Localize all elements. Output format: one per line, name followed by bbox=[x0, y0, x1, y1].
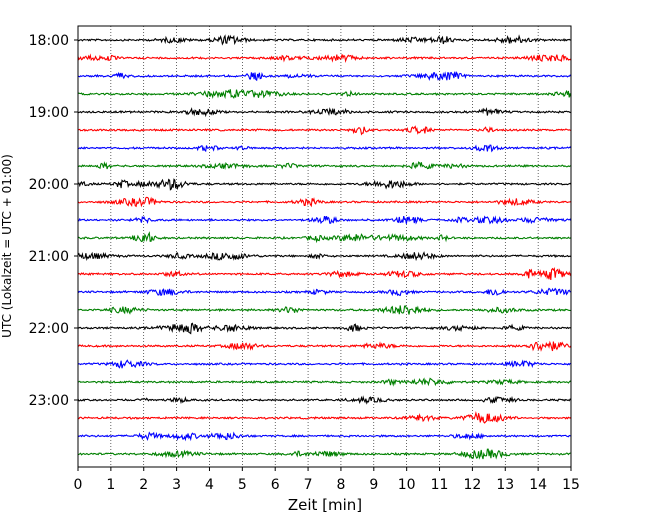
x-tick-label: 7 bbox=[304, 477, 313, 493]
trace-2100 bbox=[77, 251, 572, 262]
x-tick-label: 1 bbox=[106, 477, 115, 493]
trace-2330 bbox=[77, 431, 571, 442]
x-tick-label: 9 bbox=[369, 477, 378, 493]
y-axis-label: UTC (Lokalzeit = UTC + 01:00) bbox=[0, 154, 14, 338]
trace-1845 bbox=[77, 89, 572, 100]
x-tick-label: 11 bbox=[431, 477, 449, 493]
trace-1930 bbox=[77, 144, 572, 153]
x-tick-label: 4 bbox=[205, 477, 214, 493]
x-tick-label: 14 bbox=[529, 477, 547, 493]
x-tick-label: 5 bbox=[238, 477, 247, 493]
x-tick-label: 6 bbox=[271, 477, 280, 493]
x-tick-label: 10 bbox=[398, 477, 416, 493]
y-tick-label: 23:00 bbox=[29, 393, 69, 409]
trace-2045 bbox=[77, 231, 572, 244]
y-tick-label: 21:00 bbox=[29, 249, 69, 265]
seismogram-traces bbox=[77, 34, 572, 460]
trace-2130 bbox=[77, 287, 572, 297]
x-tick-label: 8 bbox=[336, 477, 345, 493]
trace-2115 bbox=[77, 266, 572, 280]
y-tick-label: 22:00 bbox=[29, 321, 69, 337]
trace-1800 bbox=[77, 34, 572, 46]
trace-1830 bbox=[77, 71, 572, 82]
trace-2000 bbox=[77, 178, 572, 191]
trace-2015 bbox=[77, 196, 572, 208]
trace-2230 bbox=[77, 359, 572, 369]
trace-2200 bbox=[77, 322, 572, 335]
x-axis-label: Zeit [min] bbox=[288, 496, 362, 514]
trace-2345 bbox=[77, 448, 572, 460]
y-tick-label: 18:00 bbox=[29, 33, 69, 49]
x-tick-label: 12 bbox=[463, 477, 481, 493]
trace-2145 bbox=[77, 305, 572, 315]
trace-1945 bbox=[77, 161, 572, 170]
trace-1900 bbox=[77, 107, 572, 118]
x-tick-label: 13 bbox=[496, 477, 514, 493]
y-tick-label: 19:00 bbox=[29, 105, 69, 121]
x-tick-label: 15 bbox=[562, 477, 580, 493]
trace-2315 bbox=[77, 410, 572, 424]
trace-1915 bbox=[77, 125, 572, 136]
y-tick-label: 20:00 bbox=[29, 177, 69, 193]
trace-2030 bbox=[77, 215, 572, 225]
y-axis-ticks: 18:00 19:00 20:00 21:00 22:00 23:00 bbox=[29, 33, 78, 409]
trace-2300 bbox=[77, 395, 572, 405]
plot-frame bbox=[77, 25, 572, 468]
x-tick-label: 3 bbox=[172, 477, 181, 493]
trace-2245 bbox=[77, 377, 572, 387]
x-axis-ticks: 0 1 2 3 4 5 6 7 8 9 10 11 12 13 14 15 bbox=[74, 467, 580, 493]
trace-1815 bbox=[77, 53, 572, 63]
x-tick-label: 0 bbox=[74, 477, 83, 493]
trace-2215 bbox=[77, 340, 572, 352]
x-tick-label: 2 bbox=[139, 477, 148, 493]
